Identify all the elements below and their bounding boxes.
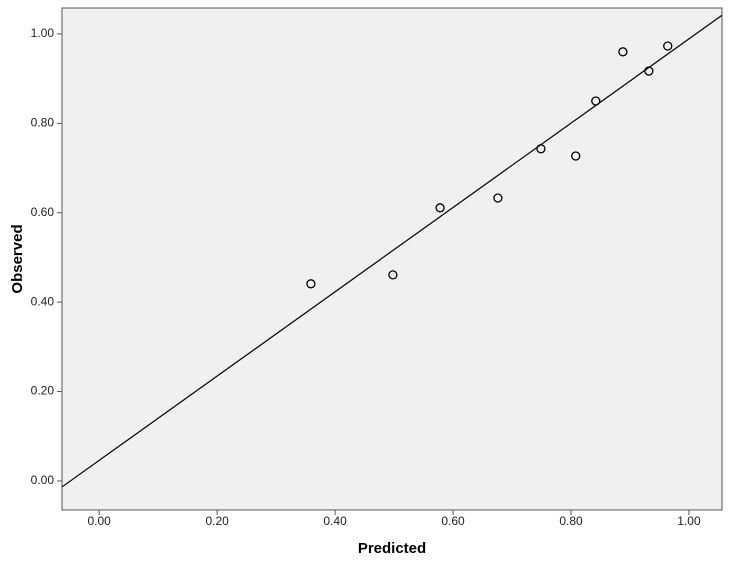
data-point <box>536 144 546 154</box>
y-axis-title: Observed <box>9 224 26 293</box>
y-tick-label: 0.60 <box>31 205 55 219</box>
x-tick-label: 0.00 <box>87 514 111 528</box>
data-point <box>571 151 581 161</box>
data-point <box>306 279 316 289</box>
data-point <box>435 203 445 213</box>
y-tick-label: 0.40 <box>31 294 55 308</box>
y-tick-label: 0.80 <box>31 116 55 130</box>
x-tick-label: 0.80 <box>559 514 583 528</box>
data-point <box>591 96 601 106</box>
data-point <box>644 66 654 76</box>
x-tick-label: 1.00 <box>677 514 701 528</box>
data-point <box>388 270 398 280</box>
y-tick-label: 0.20 <box>31 384 55 398</box>
data-point <box>618 47 628 57</box>
x-tick-label: 0.60 <box>441 514 465 528</box>
x-axis-title: Predicted <box>358 540 426 557</box>
plot-area <box>61 7 723 511</box>
y-tick-label: 0.00 <box>31 473 55 487</box>
x-tick-label: 0.20 <box>205 514 229 528</box>
fit-line <box>62 14 722 488</box>
data-point <box>663 41 673 51</box>
y-tick-label: 1.00 <box>31 26 55 40</box>
data-point <box>493 193 503 203</box>
x-tick-label: 0.40 <box>323 514 347 528</box>
